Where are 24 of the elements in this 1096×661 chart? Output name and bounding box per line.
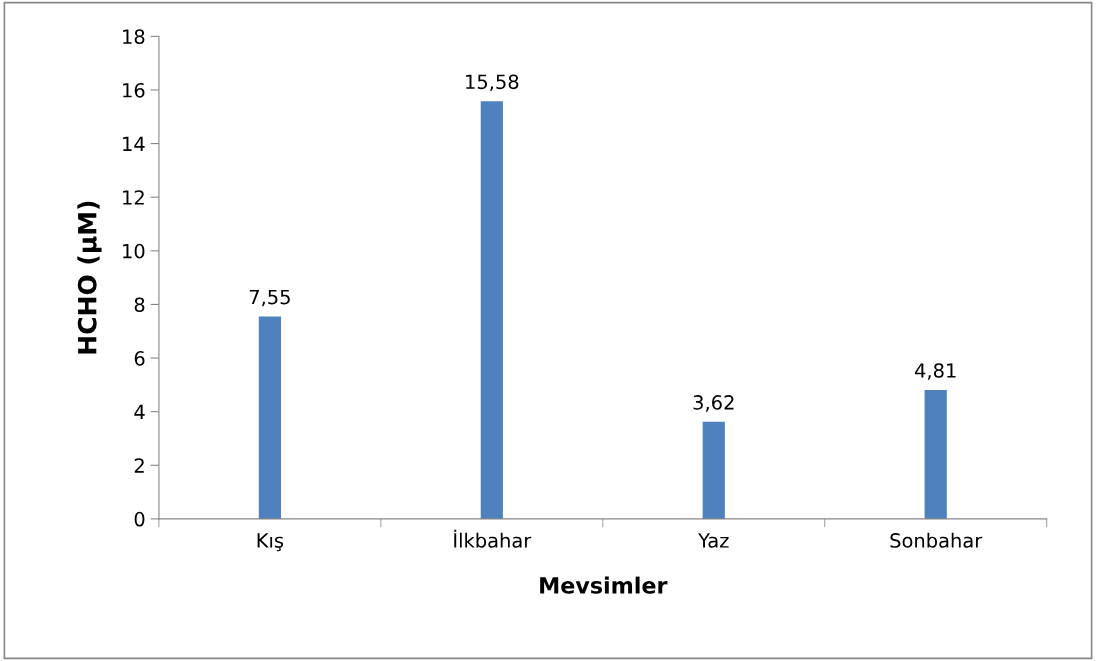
x-tick-label: Kış	[257, 533, 284, 552]
y-tick-label: 2	[134, 458, 144, 473]
y-axis-title: HCHO (µM)	[77, 201, 102, 354]
bar	[924, 389, 947, 519]
bar	[702, 421, 725, 519]
y-tick-label: 10	[123, 243, 145, 259]
data-label: 4,81	[915, 363, 956, 380]
y-tick-label: 14	[123, 136, 145, 151]
x-tick-label: Yaz	[698, 533, 729, 548]
x-tick-label: Sonbahar	[890, 532, 983, 548]
y-tick-label: 0	[134, 511, 145, 527]
data-label: 3,62	[693, 395, 734, 412]
data-label: 7,55	[249, 289, 290, 307]
y-tick-label: 6	[134, 351, 145, 366]
bar	[480, 101, 503, 519]
x-axis-title: Mevsimler	[540, 576, 668, 594]
data-label: 15,58	[466, 74, 519, 92]
bar	[258, 316, 281, 519]
y-tick-label: 18	[123, 29, 145, 45]
y-tick-label: 12	[123, 190, 144, 205]
x-tick-label: İlkbahar	[454, 529, 532, 548]
y-tick-label: 16	[123, 82, 145, 98]
y-tick-label: 4	[134, 404, 145, 420]
y-tick-label: 8	[134, 297, 145, 313]
